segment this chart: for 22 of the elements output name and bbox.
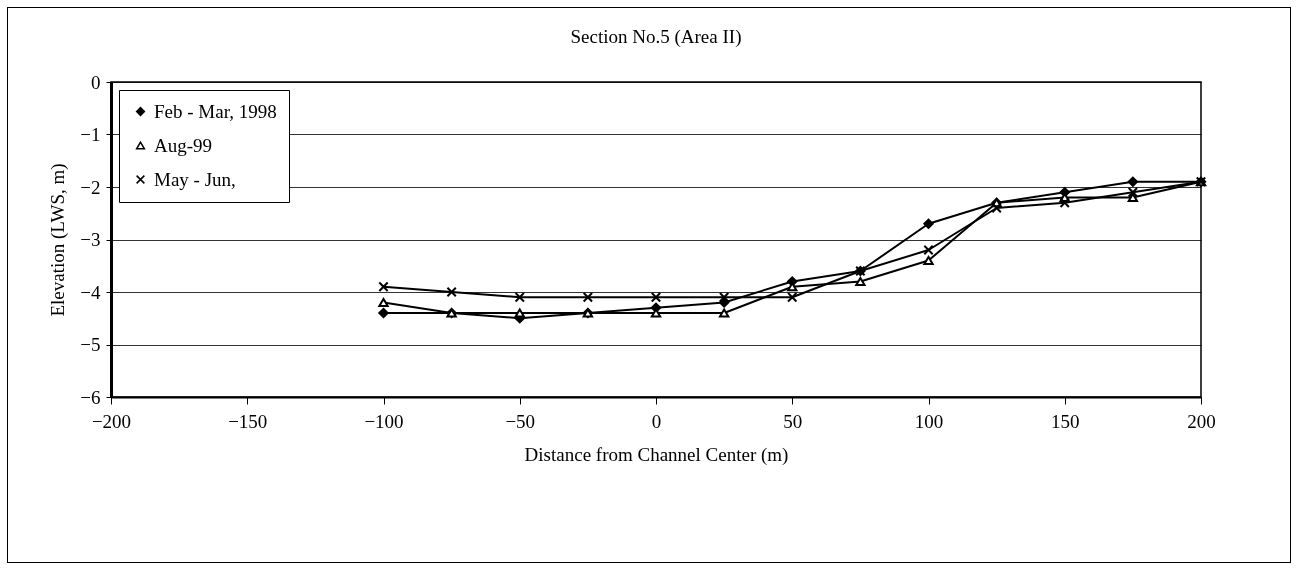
- x-tick-label: −200: [91, 410, 132, 432]
- y-tick-label: −3: [80, 229, 101, 250]
- x-tick-label: 150: [1051, 410, 1080, 432]
- y-tick-label: −2: [80, 176, 101, 198]
- y-axis-title: Elevation (LWS, m): [47, 163, 70, 317]
- x-tick-label: −100: [364, 410, 404, 432]
- y-tick-label: −6: [80, 386, 101, 408]
- legend-label: Feb - Mar, 1998: [154, 100, 277, 122]
- y-tick-label: −4: [80, 281, 101, 303]
- y-tick-label: −5: [80, 334, 101, 355]
- x-tick-label: 50: [783, 410, 803, 432]
- legend-label: Aug-99: [154, 134, 213, 156]
- x-tick-label: 100: [914, 410, 944, 432]
- y-tick-label: −1: [80, 124, 101, 145]
- x-tick-label: −50: [505, 410, 536, 432]
- x-tick-label: −150: [228, 410, 268, 432]
- chart-title: Section No.5 (Area II): [570, 26, 742, 48]
- legend-label: May - Jun,: [154, 168, 236, 190]
- x-tick-label: 200: [1187, 410, 1216, 432]
- x-axis-title: Distance from Channel Center (m): [524, 443, 789, 466]
- y-tick-label: 0: [91, 71, 101, 93]
- x-tick-label: 0: [651, 410, 662, 432]
